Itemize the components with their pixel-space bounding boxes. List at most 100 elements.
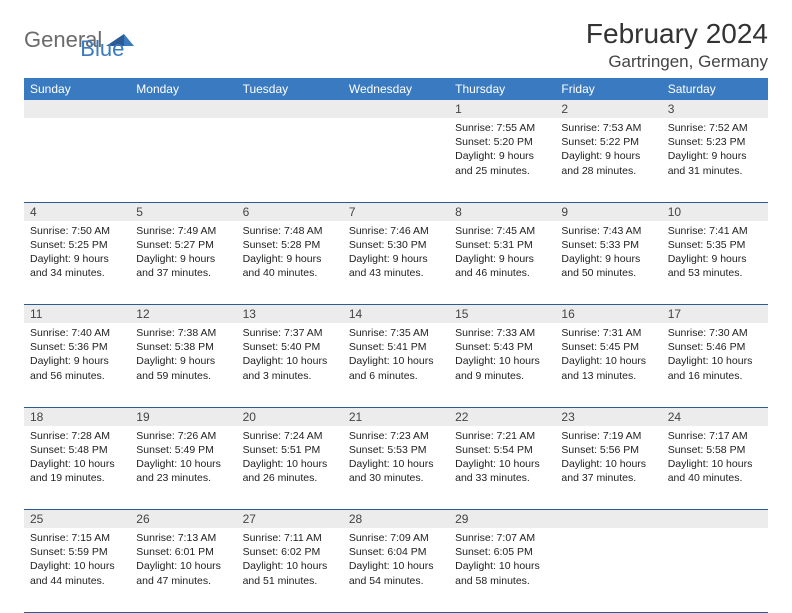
detail-line: Sunrise: 7:17 AM	[668, 429, 762, 443]
day-cell: Sunrise: 7:11 AMSunset: 6:02 PMDaylight:…	[237, 528, 343, 612]
day-number: 16	[555, 305, 661, 323]
detail-line: Sunrise: 7:09 AM	[349, 531, 443, 545]
day-number: 3	[662, 100, 768, 118]
detail-line: Sunset: 5:36 PM	[30, 340, 124, 354]
detail-line: Sunset: 5:40 PM	[243, 340, 337, 354]
day-cell	[130, 118, 236, 202]
day-cell: Sunrise: 7:40 AMSunset: 5:36 PMDaylight:…	[24, 323, 130, 407]
day-number: 4	[24, 203, 130, 221]
detail-line: Daylight: 10 hours and 30 minutes.	[349, 457, 443, 485]
detail-line: Sunset: 5:25 PM	[30, 238, 124, 252]
day-number-cell: 14	[343, 305, 449, 324]
day-number: 19	[130, 408, 236, 426]
day-details: Sunrise: 7:13 AMSunset: 6:01 PMDaylight:…	[130, 528, 236, 592]
day-cell	[343, 118, 449, 202]
day-details: Sunrise: 7:07 AMSunset: 6:05 PMDaylight:…	[449, 528, 555, 592]
day-number-cell: 20	[237, 407, 343, 426]
day-details: Sunrise: 7:43 AMSunset: 5:33 PMDaylight:…	[555, 221, 661, 285]
calendar-head: SundayMondayTuesdayWednesdayThursdayFrid…	[24, 78, 768, 100]
day-number	[555, 510, 661, 528]
day-number: 29	[449, 510, 555, 528]
day-cell: Sunrise: 7:35 AMSunset: 5:41 PMDaylight:…	[343, 323, 449, 407]
day-details: Sunrise: 7:48 AMSunset: 5:28 PMDaylight:…	[237, 221, 343, 285]
day-number-cell: 5	[130, 202, 236, 221]
day-details: Sunrise: 7:38 AMSunset: 5:38 PMDaylight:…	[130, 323, 236, 387]
day-number-cell: 16	[555, 305, 661, 324]
day-number	[343, 100, 449, 118]
day-details: Sunrise: 7:55 AMSunset: 5:20 PMDaylight:…	[449, 118, 555, 182]
day-details: Sunrise: 7:52 AMSunset: 5:23 PMDaylight:…	[662, 118, 768, 182]
day-number: 10	[662, 203, 768, 221]
day-cell: Sunrise: 7:21 AMSunset: 5:54 PMDaylight:…	[449, 426, 555, 510]
day-number-cell: 15	[449, 305, 555, 324]
title-block: February 2024 Gartringen, Germany	[586, 18, 768, 72]
detail-line: Sunrise: 7:33 AM	[455, 326, 549, 340]
day-details: Sunrise: 7:53 AMSunset: 5:22 PMDaylight:…	[555, 118, 661, 182]
detail-line: Sunrise: 7:13 AM	[136, 531, 230, 545]
day-number	[237, 100, 343, 118]
detail-line: Sunset: 5:41 PM	[349, 340, 443, 354]
day-number-cell: 26	[130, 510, 236, 529]
day-details: Sunrise: 7:17 AMSunset: 5:58 PMDaylight:…	[662, 426, 768, 490]
day-details	[24, 118, 130, 125]
day-details	[662, 528, 768, 535]
day-details	[237, 118, 343, 125]
day-cell: Sunrise: 7:24 AMSunset: 5:51 PMDaylight:…	[237, 426, 343, 510]
day-cell	[662, 528, 768, 612]
calendar-table: SundayMondayTuesdayWednesdayThursdayFrid…	[24, 78, 768, 613]
detail-line: Daylight: 9 hours and 46 minutes.	[455, 252, 549, 280]
day-number: 22	[449, 408, 555, 426]
day-cell: Sunrise: 7:38 AMSunset: 5:38 PMDaylight:…	[130, 323, 236, 407]
day-cell	[555, 528, 661, 612]
day-details: Sunrise: 7:15 AMSunset: 5:59 PMDaylight:…	[24, 528, 130, 592]
day-number-cell: 10	[662, 202, 768, 221]
day-details: Sunrise: 7:37 AMSunset: 5:40 PMDaylight:…	[237, 323, 343, 387]
detail-line: Sunrise: 7:55 AM	[455, 121, 549, 135]
day-details: Sunrise: 7:19 AMSunset: 5:56 PMDaylight:…	[555, 426, 661, 490]
day-details: Sunrise: 7:40 AMSunset: 5:36 PMDaylight:…	[24, 323, 130, 387]
calendar-body: 123Sunrise: 7:55 AMSunset: 5:20 PMDaylig…	[24, 100, 768, 612]
day-number: 20	[237, 408, 343, 426]
detail-line: Daylight: 10 hours and 51 minutes.	[243, 559, 337, 587]
day-number: 8	[449, 203, 555, 221]
day-number-cell: 3	[662, 100, 768, 118]
day-cell: Sunrise: 7:49 AMSunset: 5:27 PMDaylight:…	[130, 221, 236, 305]
detail-line: Sunrise: 7:49 AM	[136, 224, 230, 238]
detail-line: Daylight: 10 hours and 13 minutes.	[561, 354, 655, 382]
detail-line: Daylight: 10 hours and 19 minutes.	[30, 457, 124, 485]
day-details	[343, 118, 449, 125]
detail-line: Sunrise: 7:30 AM	[668, 326, 762, 340]
detail-line: Sunrise: 7:19 AM	[561, 429, 655, 443]
day-details: Sunrise: 7:41 AMSunset: 5:35 PMDaylight:…	[662, 221, 768, 285]
day-details: Sunrise: 7:09 AMSunset: 6:04 PMDaylight:…	[343, 528, 449, 592]
day-number: 6	[237, 203, 343, 221]
detail-line: Sunset: 5:54 PM	[455, 443, 549, 457]
brand-part2: Blue	[80, 36, 124, 62]
detail-line: Daylight: 9 hours and 53 minutes.	[668, 252, 762, 280]
day-header-tuesday: Tuesday	[237, 78, 343, 100]
day-details: Sunrise: 7:23 AMSunset: 5:53 PMDaylight:…	[343, 426, 449, 490]
day-number-cell	[24, 100, 130, 118]
detail-line: Sunset: 5:56 PM	[561, 443, 655, 457]
day-number: 18	[24, 408, 130, 426]
day-number	[662, 510, 768, 528]
day-cell: Sunrise: 7:43 AMSunset: 5:33 PMDaylight:…	[555, 221, 661, 305]
detail-line: Daylight: 9 hours and 37 minutes.	[136, 252, 230, 280]
day-cell: Sunrise: 7:31 AMSunset: 5:45 PMDaylight:…	[555, 323, 661, 407]
detail-line: Sunset: 5:58 PM	[668, 443, 762, 457]
detail-line: Sunrise: 7:46 AM	[349, 224, 443, 238]
detail-line: Sunrise: 7:52 AM	[668, 121, 762, 135]
day-details: Sunrise: 7:50 AMSunset: 5:25 PMDaylight:…	[24, 221, 130, 285]
day-number: 27	[237, 510, 343, 528]
day-number-cell: 18	[24, 407, 130, 426]
detail-line: Sunset: 5:45 PM	[561, 340, 655, 354]
day-number: 5	[130, 203, 236, 221]
detail-line: Sunrise: 7:11 AM	[243, 531, 337, 545]
day-number: 9	[555, 203, 661, 221]
detail-line: Daylight: 9 hours and 59 minutes.	[136, 354, 230, 382]
day-number-cell: 24	[662, 407, 768, 426]
day-cell	[24, 118, 130, 202]
detail-line: Daylight: 10 hours and 33 minutes.	[455, 457, 549, 485]
day-number: 26	[130, 510, 236, 528]
day-details: Sunrise: 7:21 AMSunset: 5:54 PMDaylight:…	[449, 426, 555, 490]
